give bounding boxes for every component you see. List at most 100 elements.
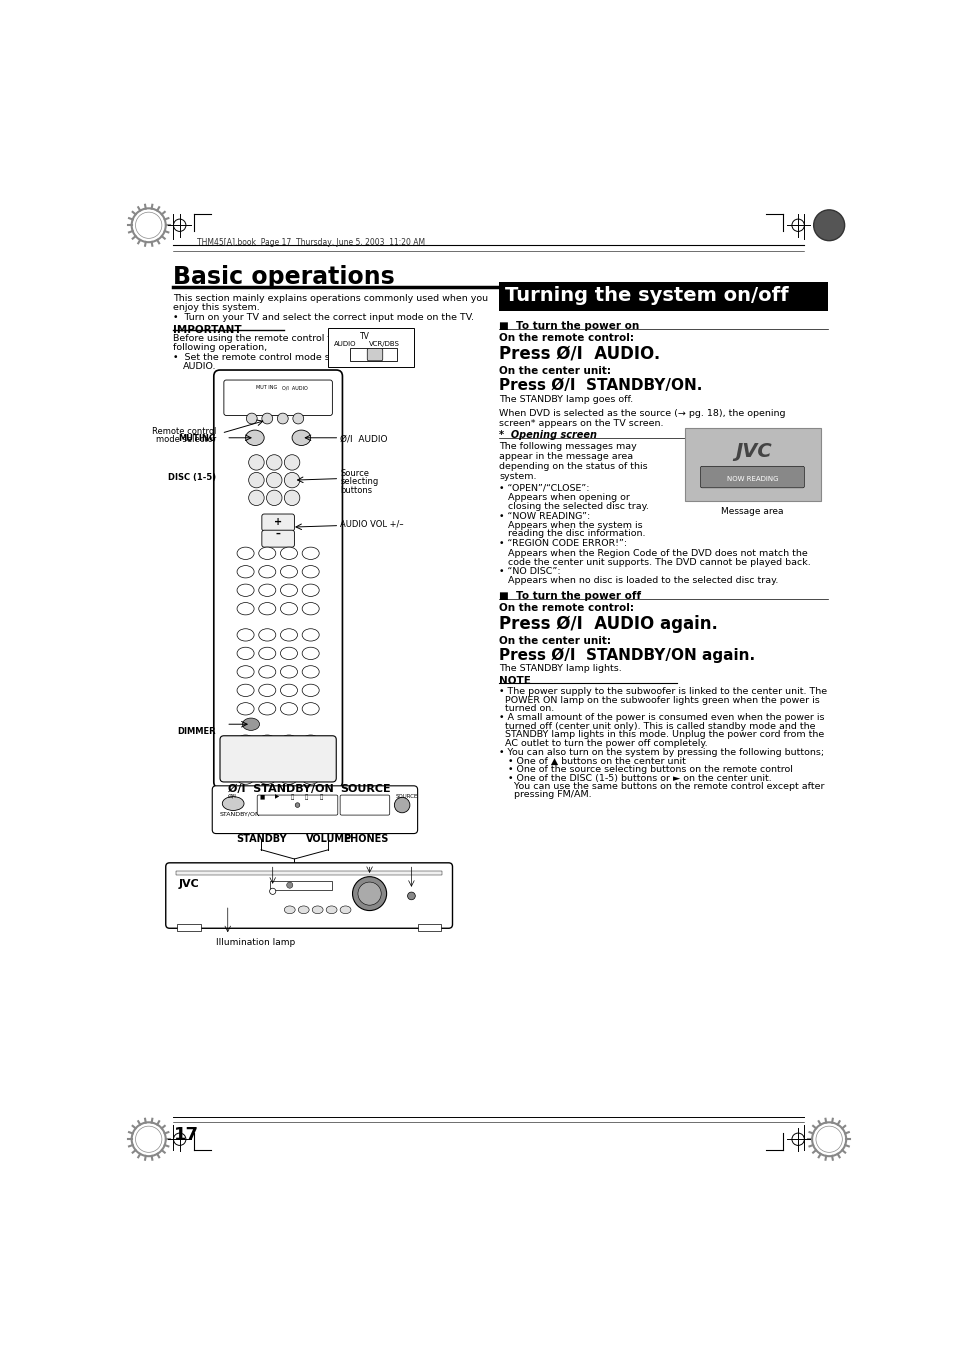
FancyBboxPatch shape bbox=[350, 349, 396, 361]
Text: • One of ▲ buttons on the center unit: • One of ▲ buttons on the center unit bbox=[498, 757, 685, 766]
Text: system.: system. bbox=[498, 471, 536, 481]
Text: AC outlet to turn the power off completely.: AC outlet to turn the power off complete… bbox=[498, 739, 707, 748]
Text: selecting: selecting bbox=[340, 477, 378, 486]
Ellipse shape bbox=[258, 703, 275, 715]
Text: code the center unit supports. The DVD cannot be played back.: code the center unit supports. The DVD c… bbox=[498, 558, 810, 567]
Text: Appears when opening or: Appears when opening or bbox=[498, 493, 629, 503]
Text: enjoy this system.: enjoy this system. bbox=[173, 303, 260, 312]
Text: appear in the message area: appear in the message area bbox=[498, 451, 633, 461]
Text: pressing FM/AM.: pressing FM/AM. bbox=[498, 790, 591, 800]
Text: You can use the same buttons on the remote control except after: You can use the same buttons on the remo… bbox=[498, 782, 823, 790]
Ellipse shape bbox=[277, 413, 288, 424]
Circle shape bbox=[813, 209, 843, 240]
Ellipse shape bbox=[302, 584, 319, 596]
Text: –: – bbox=[275, 528, 280, 538]
Ellipse shape bbox=[340, 907, 351, 913]
Text: VCR/DBS: VCR/DBS bbox=[369, 340, 399, 347]
Ellipse shape bbox=[302, 628, 319, 642]
Text: ■: ■ bbox=[260, 794, 265, 800]
Ellipse shape bbox=[280, 684, 297, 697]
Ellipse shape bbox=[280, 547, 297, 559]
Text: VOLUME: VOLUME bbox=[305, 835, 351, 844]
Text: THM45[A].book  Page 17  Thursday, June 5, 2003  11:20 AM: THM45[A].book Page 17 Thursday, June 5, … bbox=[196, 238, 424, 247]
FancyBboxPatch shape bbox=[213, 370, 342, 788]
Text: The STANDBY lamp lights.: The STANDBY lamp lights. bbox=[498, 665, 621, 673]
Ellipse shape bbox=[302, 754, 319, 766]
Text: AUDIO VOL +/–: AUDIO VOL +/– bbox=[340, 519, 403, 528]
Text: Appears when the system is: Appears when the system is bbox=[498, 521, 642, 530]
Ellipse shape bbox=[236, 684, 253, 697]
Ellipse shape bbox=[302, 735, 319, 747]
FancyBboxPatch shape bbox=[261, 530, 294, 547]
Ellipse shape bbox=[222, 797, 244, 811]
Ellipse shape bbox=[249, 490, 264, 505]
Ellipse shape bbox=[236, 666, 253, 678]
Ellipse shape bbox=[236, 771, 253, 785]
Text: Press Ø/I  STANDBY/ON.: Press Ø/I STANDBY/ON. bbox=[498, 378, 701, 393]
Ellipse shape bbox=[249, 473, 264, 488]
Text: depending on the status of this: depending on the status of this bbox=[498, 462, 647, 470]
Ellipse shape bbox=[302, 703, 319, 715]
Text: JVC: JVC bbox=[179, 880, 199, 889]
Ellipse shape bbox=[280, 703, 297, 715]
Ellipse shape bbox=[236, 603, 253, 615]
Ellipse shape bbox=[266, 473, 282, 488]
Ellipse shape bbox=[280, 771, 297, 785]
Ellipse shape bbox=[258, 735, 275, 747]
FancyBboxPatch shape bbox=[224, 380, 332, 416]
FancyBboxPatch shape bbox=[261, 513, 294, 531]
Ellipse shape bbox=[302, 771, 319, 785]
Ellipse shape bbox=[284, 907, 294, 913]
Ellipse shape bbox=[284, 455, 299, 470]
FancyBboxPatch shape bbox=[700, 466, 803, 488]
Text: •  Turn on your TV and select the correct input mode on the TV.: • Turn on your TV and select the correct… bbox=[173, 313, 474, 322]
Text: ⏭: ⏭ bbox=[319, 794, 323, 800]
Text: Source: Source bbox=[340, 469, 369, 478]
Circle shape bbox=[353, 877, 386, 911]
Text: Remote control: Remote control bbox=[152, 427, 216, 436]
Ellipse shape bbox=[261, 413, 273, 424]
Text: • “NOW READING”:: • “NOW READING”: bbox=[498, 512, 590, 520]
FancyBboxPatch shape bbox=[367, 349, 382, 361]
Ellipse shape bbox=[258, 666, 275, 678]
Text: The STANDBY lamp goes off.: The STANDBY lamp goes off. bbox=[498, 396, 633, 404]
Text: MUTING: MUTING bbox=[178, 434, 216, 443]
Ellipse shape bbox=[258, 771, 275, 785]
Text: screen* appears on the TV screen.: screen* appears on the TV screen. bbox=[498, 419, 662, 427]
Ellipse shape bbox=[302, 666, 319, 678]
Text: NOW READING: NOW READING bbox=[726, 476, 778, 481]
Text: Press Ø/I  AUDIO again.: Press Ø/I AUDIO again. bbox=[498, 615, 717, 632]
Ellipse shape bbox=[284, 473, 299, 488]
Text: following operation,: following operation, bbox=[173, 343, 268, 353]
Ellipse shape bbox=[293, 413, 303, 424]
Text: Press Ø/I  STANDBY/ON again.: Press Ø/I STANDBY/ON again. bbox=[498, 648, 755, 663]
Ellipse shape bbox=[258, 566, 275, 578]
Text: SOURCE: SOURCE bbox=[339, 784, 390, 793]
Text: AUDIO: AUDIO bbox=[334, 340, 356, 347]
Circle shape bbox=[357, 882, 381, 905]
FancyBboxPatch shape bbox=[175, 870, 442, 875]
Text: DISC (1-5): DISC (1-5) bbox=[168, 473, 216, 482]
Text: Press Ø/I  AUDIO.: Press Ø/I AUDIO. bbox=[498, 345, 659, 362]
Ellipse shape bbox=[302, 566, 319, 578]
Text: • One of the source selecting buttons on the remote control: • One of the source selecting buttons on… bbox=[498, 765, 792, 774]
FancyBboxPatch shape bbox=[212, 786, 417, 834]
Text: Ø/I  AUDIO: Ø/I AUDIO bbox=[340, 435, 387, 443]
Text: SOURCE: SOURCE bbox=[395, 794, 417, 800]
Text: ■  To turn the power on: ■ To turn the power on bbox=[498, 320, 639, 331]
FancyBboxPatch shape bbox=[417, 924, 440, 931]
Text: buttons: buttons bbox=[340, 485, 372, 494]
Text: On the center unit:: On the center unit: bbox=[498, 636, 610, 646]
Ellipse shape bbox=[280, 566, 297, 578]
Text: Appears when the Region Code of the DVD does not match the: Appears when the Region Code of the DVD … bbox=[498, 549, 807, 558]
Text: +: + bbox=[274, 516, 282, 527]
Ellipse shape bbox=[280, 666, 297, 678]
Text: On the remote control:: On the remote control: bbox=[498, 334, 634, 343]
Ellipse shape bbox=[284, 490, 299, 505]
Ellipse shape bbox=[280, 584, 297, 596]
Text: MUT ING: MUT ING bbox=[256, 385, 277, 390]
Ellipse shape bbox=[236, 703, 253, 715]
Text: POWER ON lamp on the subwoofer lights green when the power is: POWER ON lamp on the subwoofer lights gr… bbox=[498, 696, 819, 705]
Ellipse shape bbox=[258, 684, 275, 697]
Text: STANDBY lamp lights in this mode. Unplug the power cord from the: STANDBY lamp lights in this mode. Unplug… bbox=[498, 731, 823, 739]
